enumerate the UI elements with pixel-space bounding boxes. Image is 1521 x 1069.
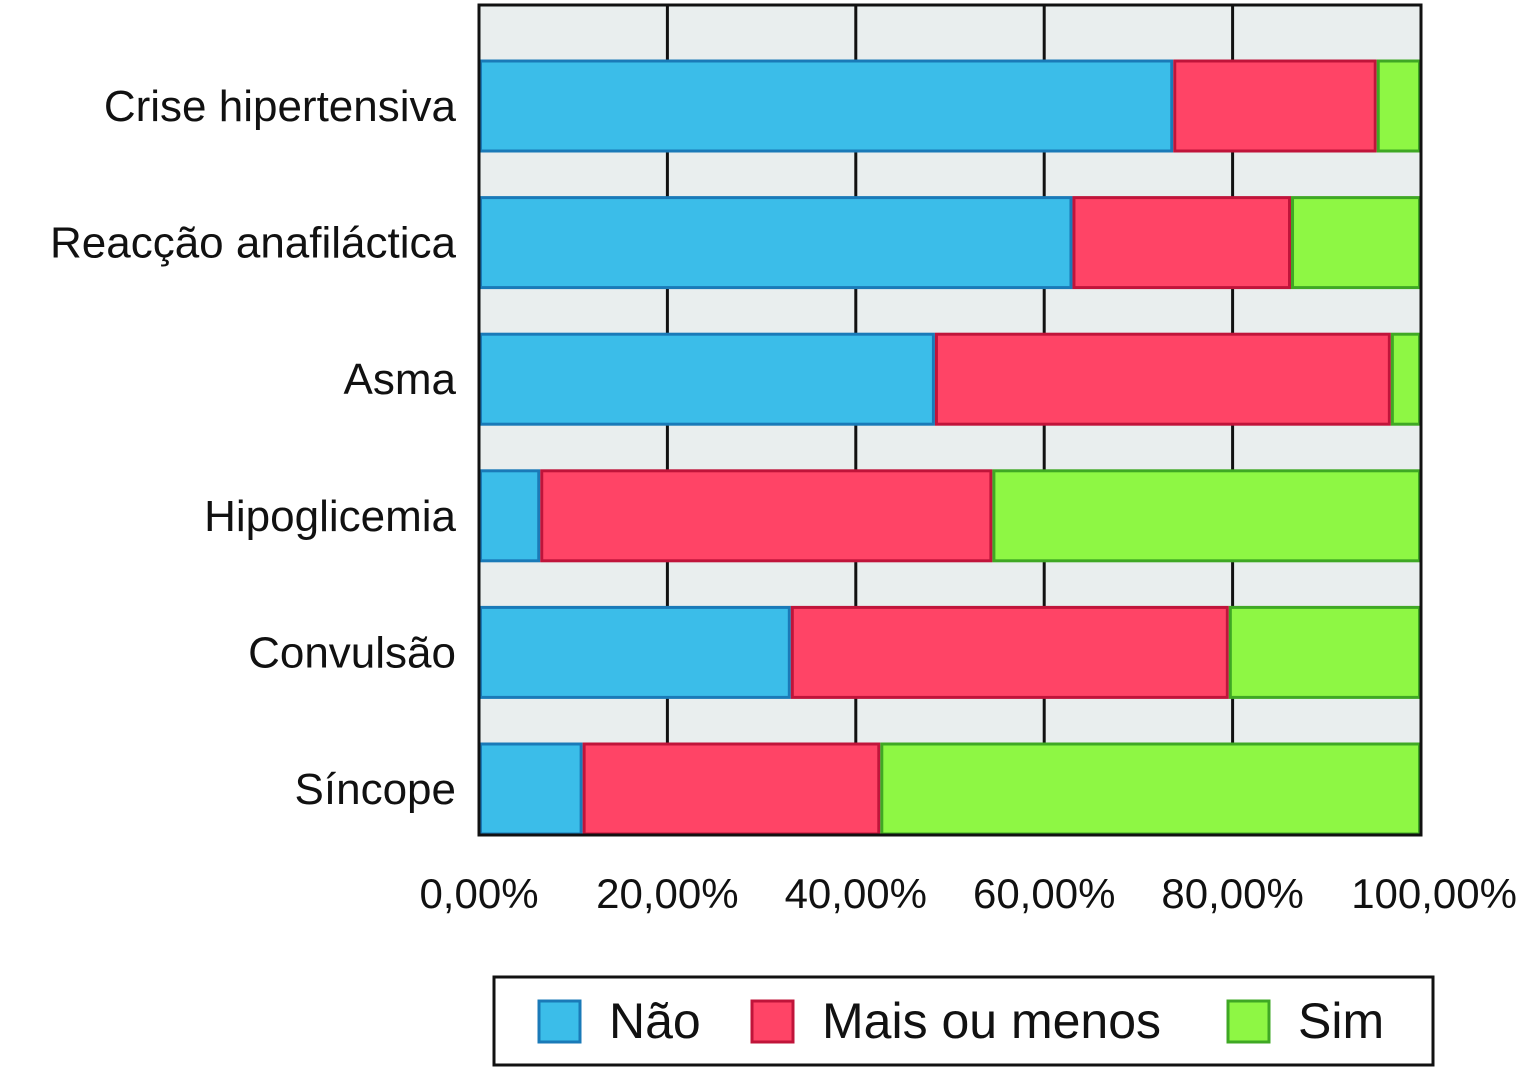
legend-swatch [537, 999, 582, 1044]
bar-segment [479, 332, 935, 426]
legend-label: Não [609, 993, 701, 1049]
x-tick-label: 60,00% [973, 870, 1115, 917]
category-label: Reacção anafiláctica [50, 219, 457, 268]
bar-segment [1072, 196, 1292, 290]
category-label: Convulsão [248, 628, 456, 677]
category-labels: Crise hipertensiva Reacção anafiláctica As… [50, 82, 457, 814]
bar-segment [880, 742, 1421, 836]
legend-swatch [1226, 999, 1271, 1044]
bar-segment [540, 469, 993, 563]
bar-segment [479, 742, 583, 836]
bar-segment [479, 605, 791, 699]
legend: Não Mais ou menos Sim [492, 975, 1435, 1067]
legend-frame [492, 975, 1435, 1067]
bar-segment [479, 59, 1174, 153]
legend-label: Sim [1298, 993, 1384, 1049]
bar-segment [582, 742, 881, 836]
bar-segment [934, 332, 1391, 426]
bar-segment [1228, 605, 1422, 699]
category-label: Crise hipertensiva [104, 82, 457, 131]
x-axis-tick-labels: 0,00% 20,00% 40,00% 60,00% 80,00% 100,00% [419, 870, 1517, 917]
x-tick-label: 20,00% [596, 870, 738, 917]
bar-segment [992, 469, 1421, 563]
bar-segment [1291, 196, 1422, 290]
x-tick-label: 40,00% [785, 870, 927, 917]
legend-swatch [750, 999, 795, 1044]
x-tick-label: 80,00% [1161, 870, 1303, 917]
bar-segment [1173, 59, 1377, 153]
bar-segment [1390, 332, 1421, 426]
bar-segment [1376, 59, 1421, 153]
bar-segment [790, 605, 1229, 699]
legend-label: Mais ou menos [822, 993, 1161, 1049]
category-label: Síncope [295, 765, 456, 814]
category-label: Asma [344, 355, 457, 404]
bars [479, 59, 1422, 836]
bar-segment [479, 196, 1073, 290]
plot-frame [477, 3, 1423, 837]
x-tick-label: 0,00% [419, 870, 538, 917]
bar-segment [479, 469, 541, 563]
x-tick-label: 100,00% [1351, 870, 1517, 917]
category-label: Hipoglicemia [204, 492, 456, 541]
